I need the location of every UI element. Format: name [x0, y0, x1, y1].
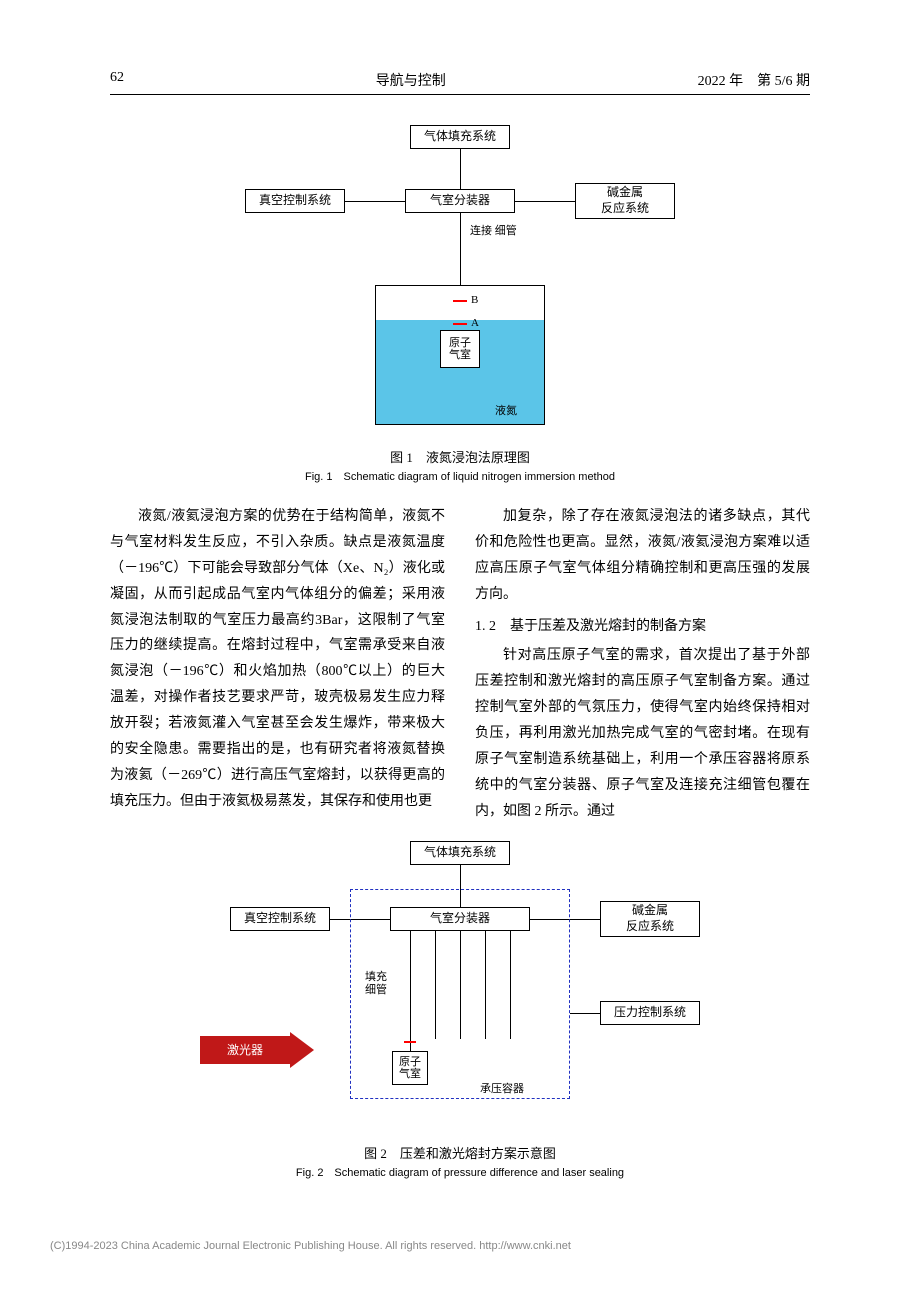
fig2-label-vessel: 承压容器 [480, 1083, 524, 1096]
body-para-left: 液氮/液氦浸泡方案的优势在于结构简单，液氮不与气室材料发生反应，不引入杂质。缺点… [110, 504, 445, 815]
fig1-mark-b [453, 300, 467, 302]
section-1-2-heading: 1. 2 基于压差及激光熔封的制备方案 [475, 614, 810, 640]
fig1-connector [345, 201, 405, 202]
fig2-caption-en: Fig. 2 Schematic diagram of pressure dif… [110, 1164, 810, 1180]
fig1-caption-en: Fig. 1 Schematic diagram of liquid nitro… [110, 468, 810, 484]
fig2-tube [510, 931, 511, 1039]
fig1-label-tube: 连接 细管 [470, 225, 517, 238]
fig2-laser-body: 激光器 [200, 1036, 290, 1064]
fig2-label-tube: 填充 细管 [365, 971, 387, 997]
figure-2-diagram: 气体填充系统 真空控制系统 气室分装器 碱金属 反应系统 压力控制系统 填充 细… [180, 841, 740, 1131]
left-column: 液氮/液氦浸泡方案的优势在于结构简单，液氮不与气室材料发生反应，不引入杂质。缺点… [110, 504, 445, 825]
right-column: 加复杂，除了存在液氮浸泡法的诸多缺点，其代价和危险性也更高。显然，液氮/液氦浸泡… [475, 504, 810, 825]
fig2-node-alkali: 碱金属 反应系统 [600, 901, 700, 937]
page-number: 62 [110, 70, 124, 90]
fig2-seal-mark [404, 1041, 416, 1043]
body-columns: 液氮/液氦浸泡方案的优势在于结构简单，液氮不与气室材料发生反应，不引入杂质。缺点… [110, 504, 810, 825]
fig2-atomic-cell: 原子 气室 [392, 1051, 428, 1085]
fig2-tube [460, 931, 461, 1039]
body-para-right-2: 针对高压原子气室的需求，首次提出了基于外部压差控制和激光熔封的高压原子气室制备方… [475, 643, 810, 824]
fig1-connector [460, 149, 461, 189]
fig2-node-gas-fill: 气体填充系统 [410, 841, 510, 865]
fig2-tube [485, 931, 486, 1039]
fig1-atomic-cell: 原子 气室 [440, 330, 480, 368]
fig1-mark-a [453, 323, 467, 325]
fig1-node-dispenser: 气室分装器 [405, 189, 515, 213]
fig2-node-vacuum: 真空控制系统 [230, 907, 330, 931]
fig2-laser-arrowhead [290, 1032, 314, 1068]
fig2-caption-zh: 图 2 压差和激光熔封方案示意图 [110, 1143, 810, 1162]
issue-info: 2022 年 第 5/6 期 [698, 70, 810, 90]
fig1-node-vacuum: 真空控制系统 [245, 189, 345, 213]
fig1-label-liquid: 液氮 [495, 405, 517, 418]
fig1-label-a: A [471, 317, 479, 330]
fig2-tube [410, 931, 411, 1051]
fig2-tube [435, 931, 436, 1039]
page-header: 62 导航与控制 2022 年 第 5/6 期 [110, 70, 810, 95]
page-footer: (C)1994-2023 China Academic Journal Elec… [0, 1240, 920, 1272]
fig1-node-gas-fill: 气体填充系统 [410, 125, 510, 149]
fig1-label-b: B [471, 294, 478, 307]
fig2-node-pressure: 压力控制系统 [600, 1001, 700, 1025]
journal-title: 导航与控制 [376, 70, 446, 90]
figure-1-diagram: 气体填充系统 真空控制系统 气室分装器 碱金属 反应系统 连接 细管 B A 原… [245, 125, 675, 435]
fig2-connector [570, 1013, 600, 1014]
body-para-right-1: 加复杂，除了存在液氮浸泡法的诸多缺点，其代价和危险性也更高。显然，液氮/液氦浸泡… [475, 504, 810, 608]
fig1-node-alkali: 碱金属 反应系统 [575, 183, 675, 219]
fig1-caption-zh: 图 1 液氮浸泡法原理图 [110, 447, 810, 466]
fig1-connector [515, 201, 575, 202]
